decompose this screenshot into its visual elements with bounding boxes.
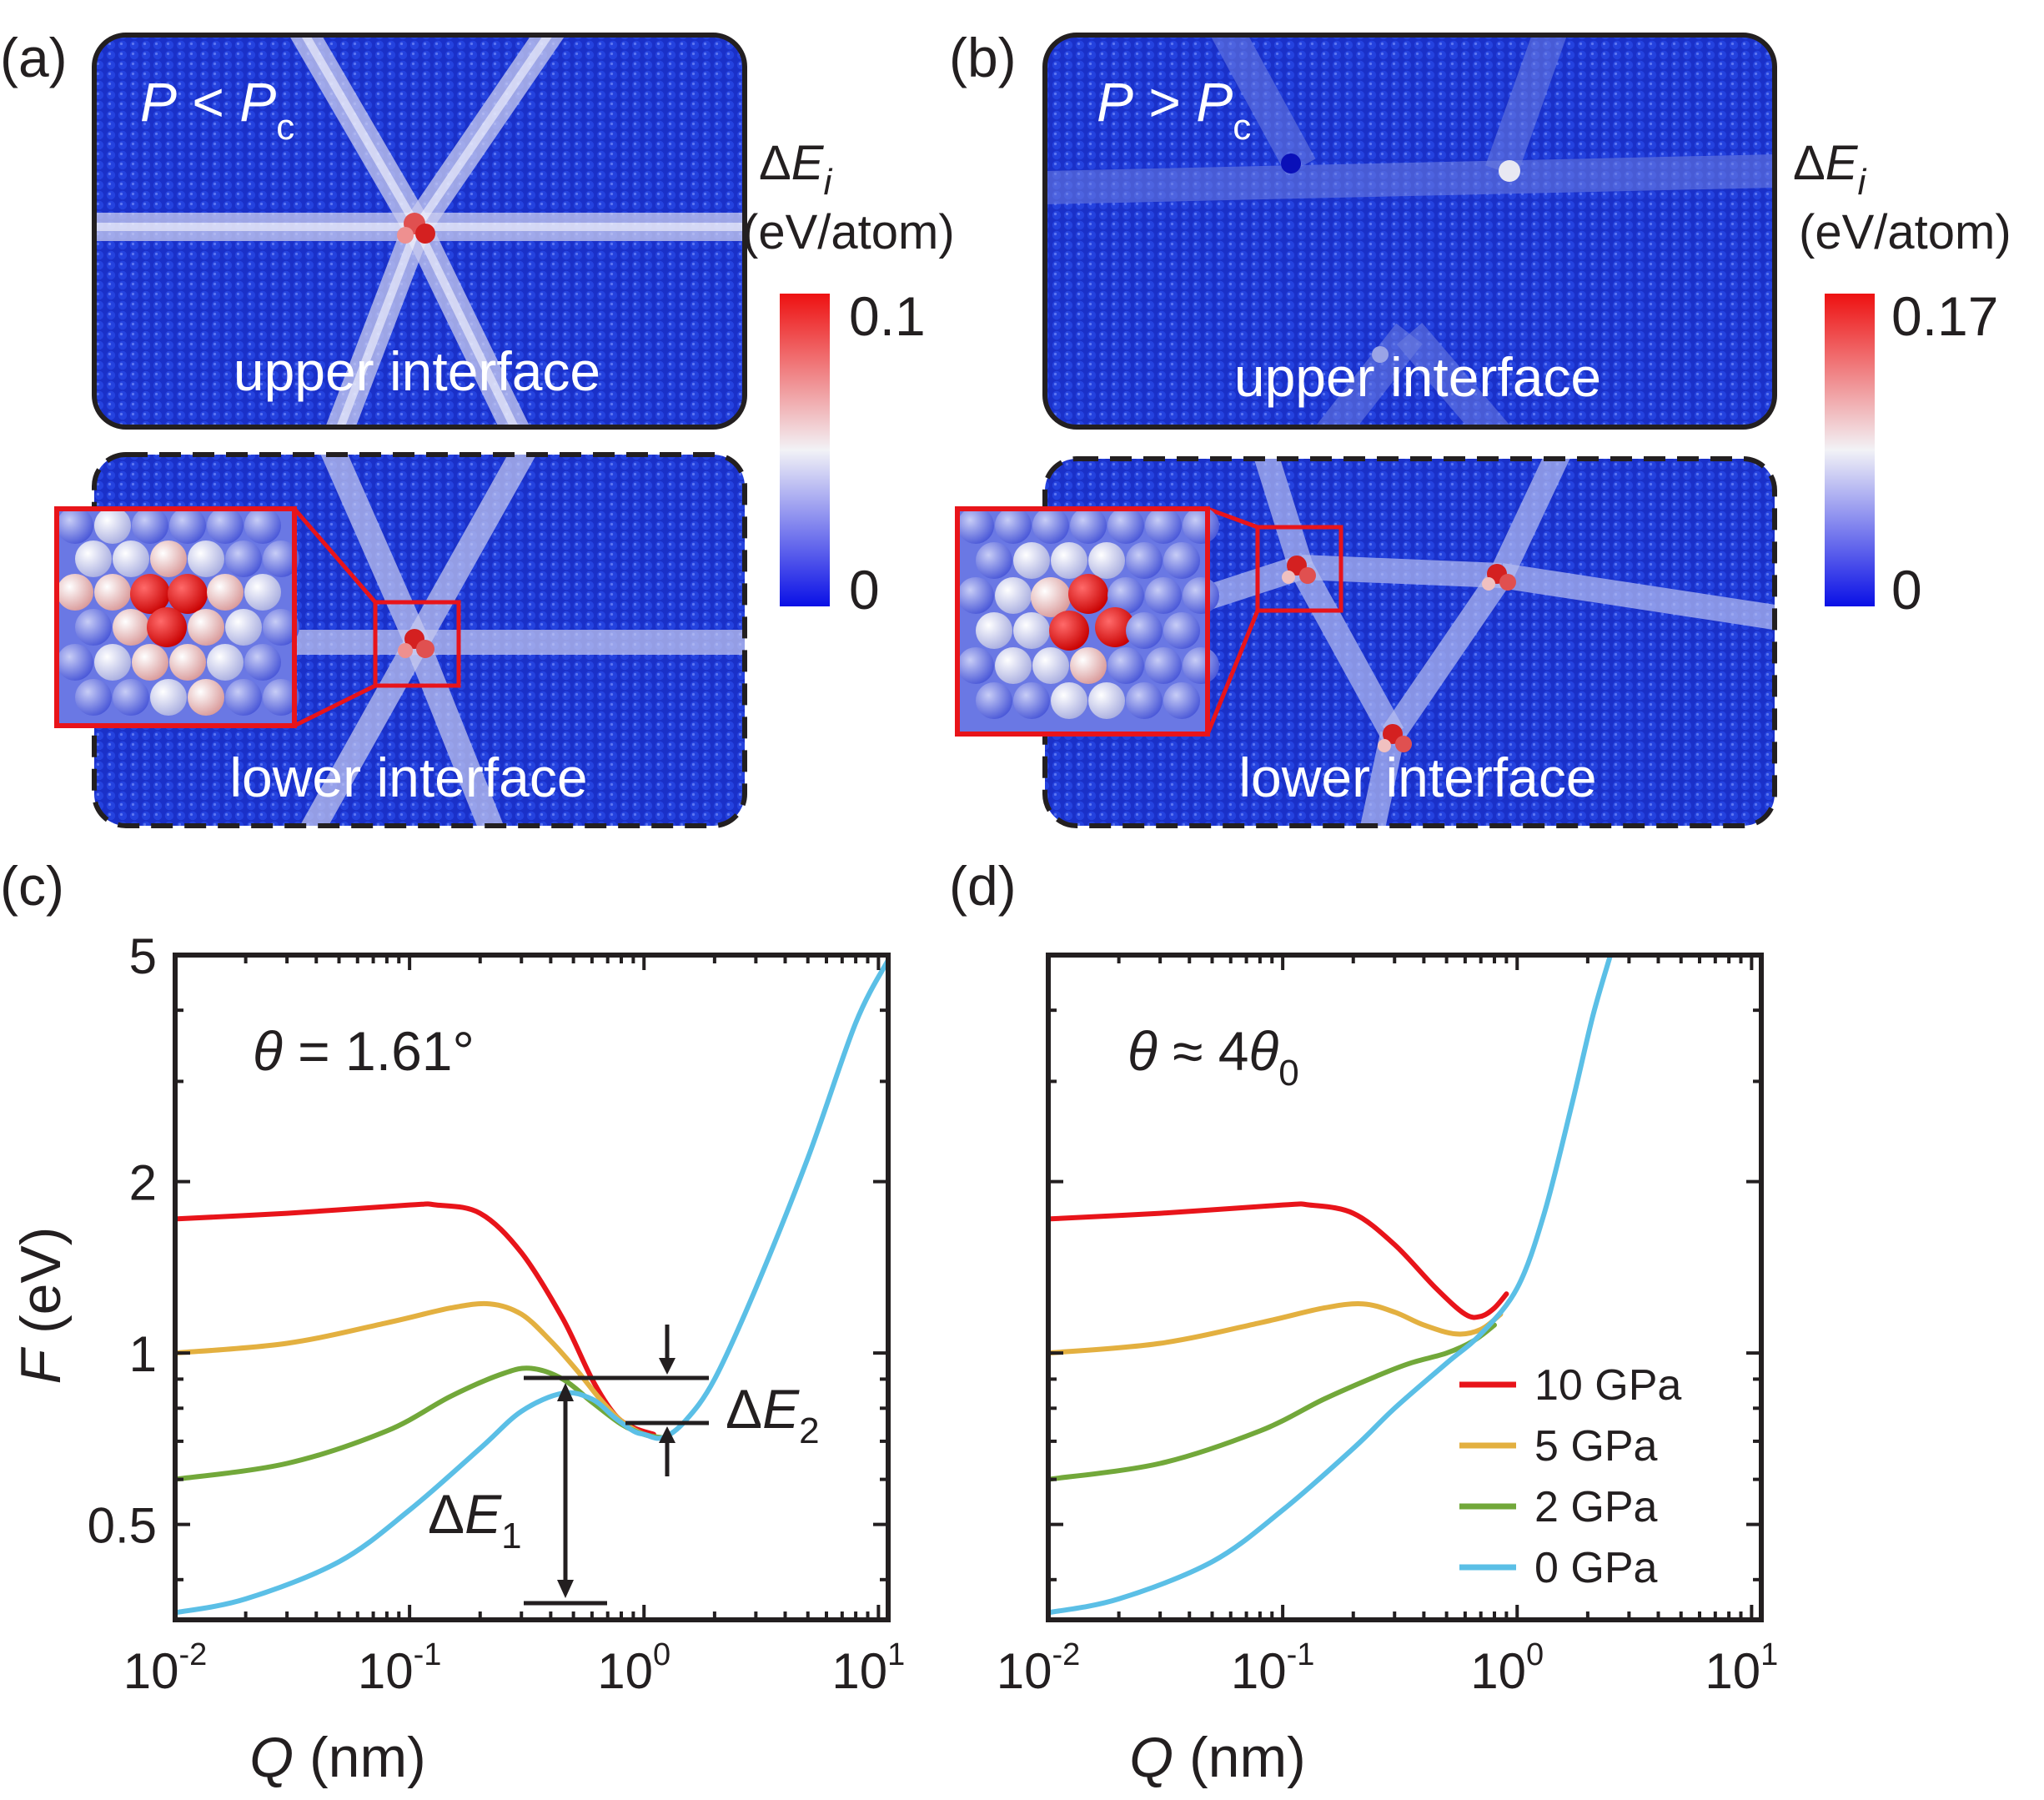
panel-a-colorbar-max: 0.1 (849, 285, 926, 347)
series-line-2-gpa (1046, 1322, 1497, 1482)
series-line-10-gpa (1046, 1201, 1509, 1320)
panel-a-zoom-inset (54, 506, 461, 728)
panel-a: (a) (0, 27, 955, 828)
panel-b-colorbar-max: 0.17 (1891, 285, 1998, 347)
panel-b-colorbar-gradient (1825, 294, 1875, 606)
x-tick-label: 10-2 (123, 1637, 208, 1699)
panel-a-lower-interface: lower interface (54, 452, 747, 828)
legend-label-0: 10 GPa (1534, 1361, 1681, 1410)
plot-c: 10-2 10-1 100 101 0.5 1 2 5 (88, 928, 906, 1699)
legend-label-3: 0 GPa (1534, 1544, 1657, 1592)
ticks-d (1047, 953, 1761, 1620)
panel-b-upper-interface: P > Pc upper interface (1042, 33, 1777, 430)
panel-d: (d) 10-2 10-1 100 101 θ ≈ 4θ0 10 GPa 5 GPa … (949, 855, 1778, 1789)
series-group-d (1046, 953, 1614, 1616)
y-tick-label: 0.5 (88, 1498, 157, 1554)
x-tick-label: 101 (831, 1637, 905, 1699)
panel-b-lower-label: lower interface (1238, 747, 1596, 808)
panel-b-upper-label: upper interface (1234, 346, 1601, 408)
plot-d: 10-2 10-1 100 101 (997, 953, 1778, 1699)
x-tick-label: 100 (1470, 1637, 1544, 1699)
panel-b-label: (b) (949, 27, 1017, 88)
panel-b-lower-interface: lower interface (955, 456, 1777, 828)
series-line-5-gpa (1046, 1301, 1504, 1356)
y-tick-label: 5 (129, 928, 157, 984)
panel-a-colorbar: ΔEi (eV/atom) 0.1 0 (742, 136, 955, 621)
plot-frame-d (1046, 953, 1764, 1622)
panel-b-zoom-inset (955, 506, 1343, 737)
series-group-c (173, 958, 891, 1616)
legend: 10 GPa 5 GPa 2 GPa 0 GPa (1459, 1361, 1681, 1592)
panel-b: (b) P > Pc upper interface (949, 27, 2011, 828)
panel-c-xlabel: Q (nm) (249, 1726, 426, 1789)
x-tick-label: 10-1 (358, 1637, 442, 1699)
delta-e1-label: ΔE1 (428, 1483, 522, 1556)
plot-frame-c (173, 953, 891, 1622)
legend-label-1: 5 GPa (1534, 1422, 1657, 1471)
x-tick-label: 10-2 (997, 1637, 1081, 1699)
panel-b-colorbar-title: ΔEi (1793, 136, 1866, 203)
panel-c-label: (c) (0, 855, 64, 917)
panel-a-condition: P < Pc (140, 71, 294, 148)
panel-a-upper-interface: P < Pc upper interface (92, 33, 747, 430)
panel-d-theta-annotation: θ ≈ 4θ0 (1127, 1020, 1299, 1094)
panel-a-colorbar-units: (eV/atom) (742, 205, 955, 259)
x-tick-label: 100 (597, 1637, 670, 1699)
panel-c-theta-annotation: θ = 1.61° (253, 1020, 475, 1082)
panel-b-colorbar-units: (eV/atom) (1799, 205, 2011, 259)
series-line-10-gpa (173, 1201, 656, 1437)
panel-d-xlabel: Q (nm) (1129, 1726, 1306, 1789)
y-tick-label: 1 (129, 1326, 157, 1382)
ticks-c (173, 953, 888, 1620)
panel-b-colorbar: ΔEi (eV/atom) 0.17 0 (1793, 136, 2011, 621)
panel-c: (c) 10-2 10-1 100 101 0.5 1 2 5 θ = 1.61° ΔE1 Δ… (0, 855, 905, 1789)
panel-a-upper-label: upper interface (234, 340, 600, 402)
panel-d-label: (d) (949, 855, 1017, 917)
panel-a-colorbar-title: ΔEi (759, 136, 832, 203)
x-tick-label: 101 (1705, 1637, 1778, 1699)
delta-e-markers (524, 1325, 709, 1606)
delta-e2-label: ΔE2 (726, 1378, 820, 1451)
panel-a-lower-label: lower interface (229, 747, 587, 808)
series-line-0-gpa (173, 958, 891, 1616)
y-tick-label: 2 (129, 1155, 157, 1211)
panel-b-colorbar-min: 0 (1891, 559, 1922, 621)
series-line-0-gpa (1046, 953, 1614, 1616)
panel-a-label: (a) (0, 27, 68, 88)
panel-c-ylabel: F (eV) (9, 1227, 73, 1385)
panel-a-colorbar-min: 0 (849, 559, 880, 621)
legend-label-2: 2 GPa (1534, 1483, 1657, 1531)
panel-b-condition: P > Pc (1097, 71, 1251, 148)
panel-a-colorbar-gradient (780, 294, 830, 606)
x-tick-label: 10-1 (1231, 1637, 1315, 1699)
